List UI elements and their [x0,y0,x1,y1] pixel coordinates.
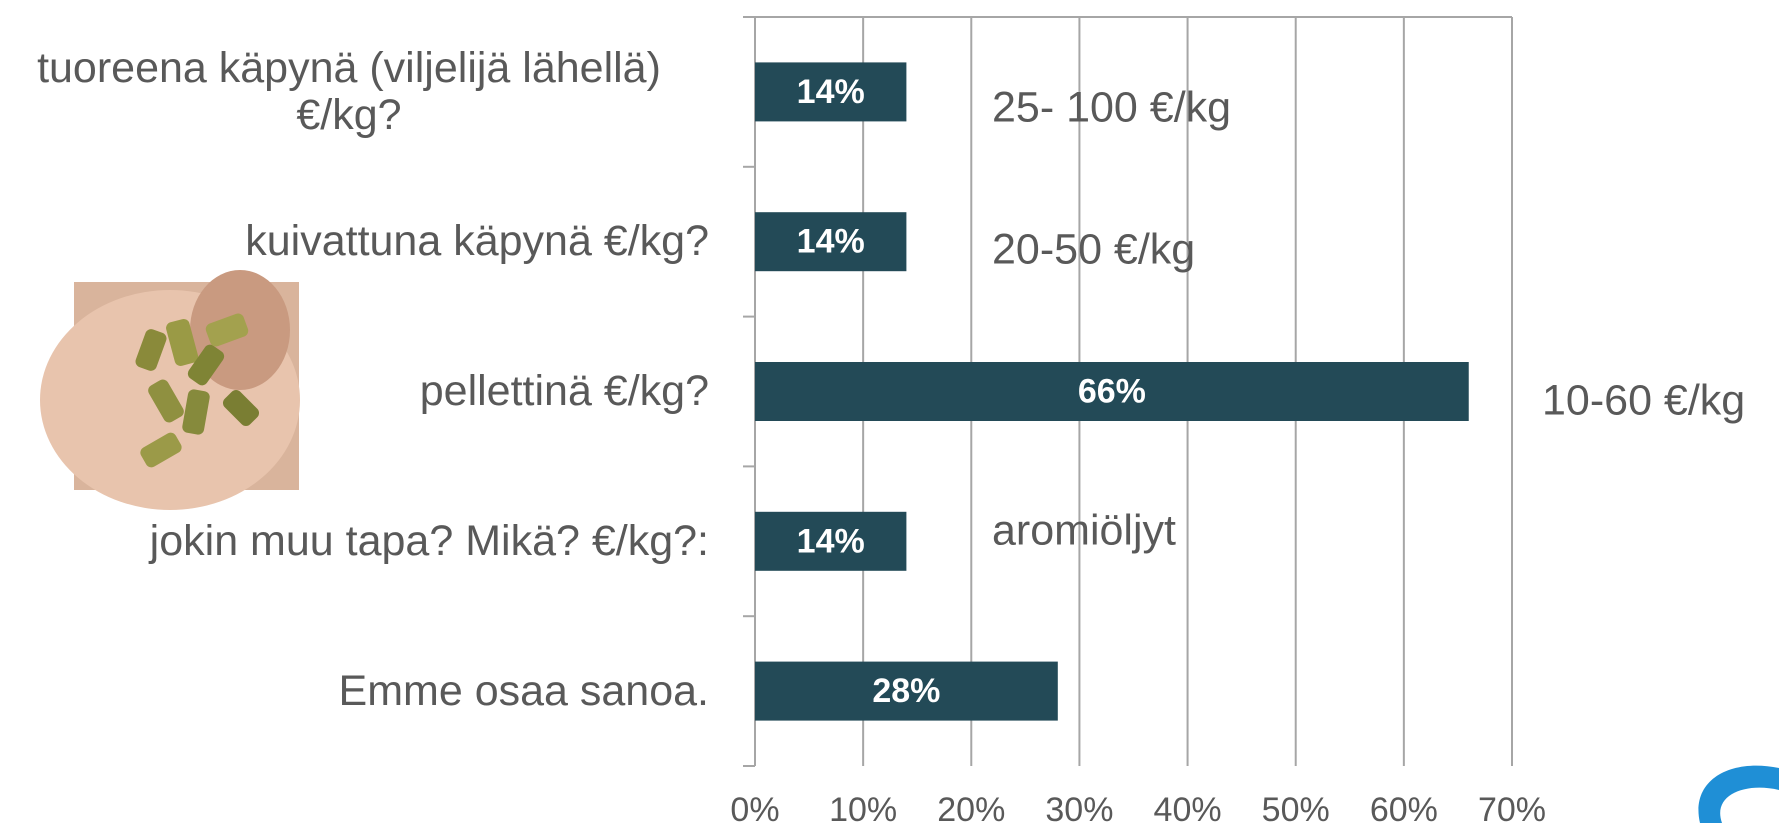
category-label-box: Emme osaa sanoa. [0,616,709,766]
category-label-box: kuivattuna käpynä €/kg? [0,167,709,317]
category-label-box: tuoreena käpynä (viljelijä lähellä) €/kg… [0,17,709,167]
category-label-box: pellettinä €/kg? [0,317,709,467]
x-tick-label: 50% [1262,791,1330,823]
annotation: aromiöljyt [992,506,1176,554]
category-label-box: jokin muu tapa? Mikä? €/kg?: [0,466,709,616]
x-tick-label: 60% [1370,791,1438,823]
data-label: 14% [797,522,865,560]
data-label: 14% [797,73,865,111]
y-tick-label: kuivattuna käpynä €/kg? [245,218,709,265]
x-tick-label: 20% [937,791,1005,823]
y-tick-label: pellettinä €/kg? [420,368,709,415]
x-tick-label: 30% [1045,791,1113,823]
y-tick-label: Emme osaa sanoa. [339,668,709,715]
data-label: 28% [872,672,940,710]
x-tick-label: 0% [730,791,779,823]
annotation: 25- 100 €/kg [992,83,1231,131]
data-label: 14% [797,223,865,261]
data-label: 66% [1078,372,1146,410]
x-tick-label: 40% [1154,791,1222,823]
annotation: 20-50 €/kg [992,225,1195,273]
y-tick-label: tuoreena käpynä (viljelijä lähellä) €/kg… [0,45,709,140]
logo [1698,766,1779,823]
annotation: 10-60 €/kg [1542,376,1745,424]
x-tick-label: 70% [1478,791,1546,823]
y-tick-label: jokin muu tapa? Mikä? €/kg?: [150,518,709,565]
page: 0% 10% 20% 30% 40% 50% 60% 70% 14% 14% 66% 14% 28% 25… [0,0,1779,823]
x-tick-label: 10% [829,791,897,823]
